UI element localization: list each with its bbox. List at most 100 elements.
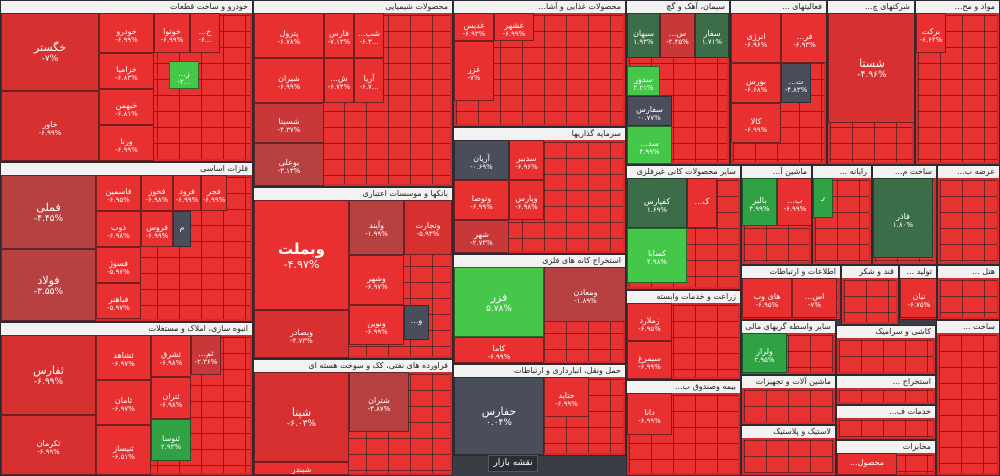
stock-tile[interactable]: فولاد -۳.۵۵%	[1, 249, 96, 321]
stock-tile[interactable]: خوتوا -۶.۹۹%	[154, 13, 190, 53]
stock-tile[interactable]: خبهمن -۶.۸۱%	[99, 89, 154, 125]
stock-tile[interactable]: کالا -۶.۹۹%	[731, 103, 781, 143]
sector-nonmetal[interactable]: سایر محصولات کانی غیرفلزی کفپارس ۱.۶۹% کساب…	[626, 165, 741, 290]
sector-metals[interactable]: فلزات اساسی فملی -۴.۴۵% فولاد -۳.۵۵% فاسمین -۶…	[0, 162, 253, 322]
stock-tile[interactable]: سدبیر -۶.۹۶%	[509, 140, 544, 180]
sector-agri[interactable]: زراعت و خدمات وابسته زملارد -۶.۹۵% سیمرغ -۶.…	[626, 290, 741, 380]
stock-tile[interactable]: فاسمین -۶.۹۵%	[96, 175, 141, 211]
stock-tile[interactable]: کفپارس ۱.۶۹%	[627, 178, 687, 228]
stock-tile[interactable]: ثنوسا ۲.۹۳%	[151, 419, 191, 461]
sector-equip[interactable]: ماشین آلات و تجهیزات	[741, 375, 836, 425]
small-stock-tiles[interactable]	[940, 180, 997, 262]
sector-services[interactable]: خدمات ف...	[836, 405, 936, 440]
stock-tile[interactable]: محصول...	[837, 453, 897, 475]
stock-tile[interactable]: کسابا ۴.۹۸%	[627, 228, 687, 283]
stock-tile[interactable]: وبملت -۴.۹۷%	[254, 200, 349, 310]
sector-telecom[interactable]: اطلاعات و ارتباطات های وب -۶.۹۵% اس... -۷%	[741, 265, 841, 320]
stock-tile[interactable]: غزر -۷%	[454, 41, 494, 101]
small-stock-tiles[interactable]	[844, 280, 896, 322]
stock-tile[interactable]: فرود -۶.۹۹%	[173, 175, 201, 211]
stock-tile[interactable]: شیران -۶.۹۹%	[254, 58, 324, 103]
stock-tile[interactable]: ونوین -۶.۹۹%	[349, 305, 404, 345]
stock-tile[interactable]: اس... -۷%	[792, 278, 837, 318]
sector-transport[interactable]: حمل ونقل، انبارداری و ارتباطات حفارس ۰.۰۴%…	[453, 364, 626, 456]
stock-tile[interactable]: ومعادن -۱.۸۹%	[544, 267, 625, 322]
stock-tile[interactable]: شهر -۲.۷۳%	[454, 220, 509, 253]
sector-misc[interactable]: عرضه ب...	[937, 165, 1000, 265]
stock-tile[interactable]: سد... ۴.۹۹%	[627, 126, 672, 164]
stock-tile[interactable]: غشهر -۶.۹۹%	[494, 13, 534, 41]
small-stock-tiles[interactable]	[744, 390, 833, 422]
sector-banks[interactable]: بانکها و موسسات اعتباری وبملت -۴.۹۷% وبصادر…	[253, 187, 453, 359]
sector-extract[interactable]: استخراج ...	[836, 375, 936, 405]
small-stock-tiles[interactable]	[918, 15, 997, 162]
stock-tile[interactable]: ثفارس -۶.۹۹%	[1, 335, 96, 415]
stock-tile[interactable]: وپارس -۶.۹۸%	[509, 180, 544, 220]
stock-tile[interactable]: شسینا -۴.۳۷%	[254, 103, 324, 143]
stock-tile[interactable]: وتوصا -۶.۹۹%	[454, 180, 509, 220]
stock-tile[interactable]: ثکرمان -۶.۹۹%	[1, 415, 96, 475]
stock-tile[interactable]: فزر ۵.۷۸%	[454, 267, 544, 337]
small-stock-tiles[interactable]	[839, 340, 933, 372]
sector-chem[interactable]: محصولات شیمیایی پترول -۶.۷۸% شیران -۶.۹۹% شسی…	[253, 0, 453, 187]
stock-tile[interactable]: ثنیساز -۶.۵۱%	[96, 425, 151, 475]
sector-sugar[interactable]: قند و شکر	[841, 265, 899, 325]
stock-tile[interactable]: آریان -۰.۶۹%	[454, 140, 509, 180]
stock-tile[interactable]: شب... -۶.۳...	[354, 13, 384, 58]
stock-tile[interactable]: انرژی -۶.۹۶%	[731, 13, 781, 63]
stock-tile[interactable]: سفارس -۰.۷۷%	[627, 96, 672, 126]
stock-tile[interactable]: بالبر ۴.۹۹%	[742, 178, 777, 226]
stock-tile[interactable]: ت... -۴.۸۳%	[781, 63, 811, 103]
sector-mass[interactable]: انبوه سازی، املاک و مستغلات ثفارس -۶.۹۹% ثک…	[0, 322, 253, 476]
sector-materials[interactable]: مواد و مح... برکت -۶.۶۴%	[915, 0, 1000, 165]
sector-ceramic[interactable]: کاشی و سرامیک	[836, 325, 936, 375]
stock-tile[interactable]: فجر -۶.۹۹%	[201, 175, 227, 211]
stock-tile[interactable]: خ... -۶...	[190, 13, 220, 53]
sector-food[interactable]: محصولات غذایی و آشا... غدیس -۶.۹۳% غشهر -۶.۹…	[453, 0, 626, 127]
stock-tile[interactable]: فملی -۴.۴۵%	[1, 175, 96, 249]
stock-tile[interactable]: س... -۲.۴۵%	[660, 13, 695, 58]
sector-insure[interactable]: بیمه وصندوق ب... دانا -۶.۹۹%	[626, 380, 741, 476]
stock-tile[interactable]: و...	[404, 305, 429, 340]
sector-cement[interactable]: سیمان، آهک و گچ سبهان ۱.۹۳% س... -۲.۴۵% سفار ۱…	[626, 0, 730, 165]
stock-tile[interactable]: کاما -۶.۹۹%	[454, 337, 544, 363]
sector-machinery[interactable]: ماشین آ... بالبر ۴.۹۹% ب... -۶.۹۹%	[741, 165, 812, 265]
stock-tile[interactable]: ک...	[687, 178, 717, 228]
stock-tile[interactable]: فروس -۶.۹۹%	[141, 211, 173, 247]
stock-tile[interactable]: وشهر -۶.۹۷%	[349, 255, 404, 305]
sector-build[interactable]: ساخت م... فاذر ۱.۸۰%	[872, 165, 937, 265]
stock-tile[interactable]: بورس -۶.۶۸%	[731, 63, 781, 103]
stock-tile[interactable]: ثشرق -۶.۹۸%	[151, 335, 191, 377]
stock-tile[interactable]: سبهان ۱.۹۳%	[627, 13, 660, 58]
stock-tile[interactable]: فسوژ -۵.۹۶%	[96, 247, 141, 283]
stock-tile[interactable]: ثشاهد -۶.۹۷%	[96, 335, 151, 380]
stock-tile[interactable]: م	[173, 211, 191, 247]
stock-tile[interactable]: سدور ۲.۲۱%	[627, 66, 660, 96]
stock-tile[interactable]: فخوز -۶.۹۸%	[141, 175, 173, 211]
sector-holding[interactable]: شرکتهای چ... شستا -۴.۹۶%	[827, 0, 915, 165]
stock-tile[interactable]: وآیند -۱.۹۹%	[349, 200, 404, 255]
stock-tile[interactable]: ز... -۲...	[169, 61, 199, 89]
stock-tile[interactable]: خزامیا -۶.۸۳%	[99, 53, 154, 89]
stock-tile[interactable]: فارس -۷.۱۳%	[324, 13, 354, 58]
stock-tile[interactable]: نیان -۶.۷۵%	[900, 278, 936, 318]
stock-tile[interactable]: ذوب -۶.۹۸%	[96, 211, 141, 247]
stock-tile[interactable]: خاور -۶.۹۹%	[1, 91, 99, 161]
sector-activities[interactable]: فعالیتهای ... انرژی -۶.۹۶% فر... -۶.۹۳% بورس -…	[730, 0, 827, 165]
small-stock-tiles[interactable]	[839, 390, 933, 402]
sector-rubber[interactable]: لاستیک و پلاستیک	[741, 425, 836, 476]
stock-tile[interactable]: حفارس ۰.۰۴%	[454, 377, 544, 455]
sector-invest[interactable]: سرمایه گذاریها آریان -۰.۶۹% وتوصا -۶.۹۹% شهر -…	[453, 127, 626, 254]
small-stock-tiles[interactable]	[940, 280, 997, 317]
stock-tile[interactable]: ثامان -۶.۹۷%	[96, 380, 151, 425]
stock-tile[interactable]: ثتران -۶.۹۸%	[151, 377, 191, 419]
small-stock-tiles[interactable]	[815, 180, 869, 262]
stock-tile[interactable]: آریا -۶.۷...	[354, 58, 384, 103]
stock-tile[interactable]: شتران -۳.۸۷%	[349, 372, 409, 432]
sector-prod[interactable]: تولید ... نیان -۶.۷۵%	[899, 265, 937, 320]
sector-computer[interactable]: رایانه ... ر	[812, 165, 872, 265]
stock-tile[interactable]: ثم... -۲.۳۶%	[191, 335, 221, 375]
sector-hotel[interactable]: هتل ...	[937, 265, 1000, 320]
sector-refinery[interactable]: فراورده های نفتی، کک و سوخت هسته ای شپنا -…	[253, 359, 453, 476]
stock-tile[interactable]: شپنا -۶.۰۳%	[254, 372, 349, 462]
